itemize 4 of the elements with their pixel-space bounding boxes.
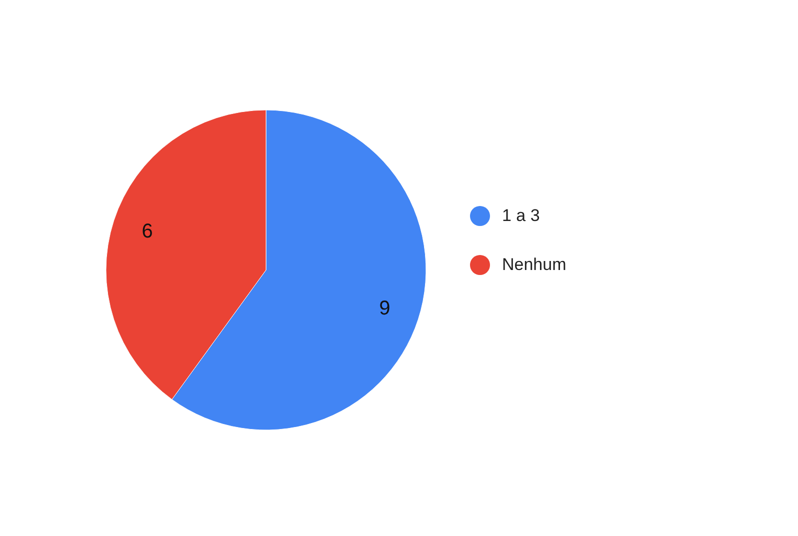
data-label: 9: [379, 298, 390, 320]
data-label: 6: [142, 220, 153, 242]
legend-label: 1 a 3: [502, 206, 540, 225]
legend-label: Nenhum: [502, 255, 566, 274]
